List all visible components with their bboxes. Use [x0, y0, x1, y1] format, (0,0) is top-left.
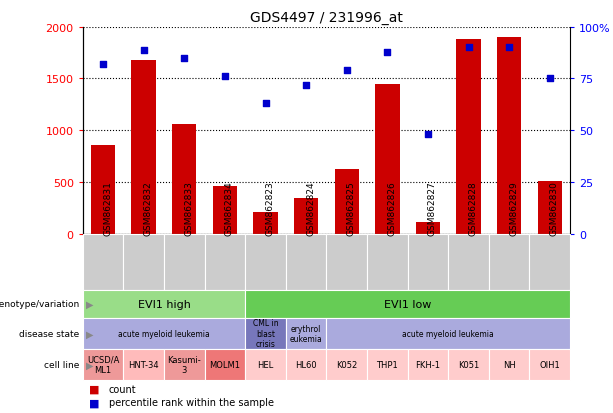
- Point: [504, 45, 514, 52]
- Text: cell line: cell line: [44, 360, 80, 369]
- Point: [342, 68, 352, 74]
- Point: [261, 101, 270, 107]
- Point: [220, 74, 230, 81]
- Text: EVI1 low: EVI1 low: [384, 299, 432, 309]
- Text: CML in
blast
crisis: CML in blast crisis: [253, 319, 278, 348]
- Text: GSM862831: GSM862831: [103, 181, 112, 236]
- Text: count: count: [109, 384, 136, 394]
- Text: ▶: ▶: [86, 328, 93, 339]
- Text: GSM862828: GSM862828: [468, 181, 478, 236]
- Text: GSM862826: GSM862826: [387, 181, 397, 236]
- Text: GSM862824: GSM862824: [306, 181, 315, 236]
- Text: ■: ■: [89, 384, 99, 394]
- Bar: [294, 198, 318, 234]
- Point: [180, 55, 189, 62]
- Point: [98, 62, 108, 68]
- Text: GSM862827: GSM862827: [428, 181, 437, 236]
- Point: [545, 76, 555, 83]
- Point: [301, 82, 311, 89]
- Text: disease state: disease state: [20, 329, 80, 338]
- Text: FKH-1: FKH-1: [416, 360, 441, 369]
- Text: K051: K051: [458, 360, 479, 369]
- Text: HL60: HL60: [295, 360, 317, 369]
- Text: GSM862829: GSM862829: [509, 181, 518, 236]
- Text: genotype/variation: genotype/variation: [0, 299, 80, 309]
- Text: HNT-34: HNT-34: [128, 360, 159, 369]
- Bar: [91, 145, 115, 234]
- Bar: [213, 187, 237, 234]
- Bar: [375, 84, 400, 234]
- Text: acute myeloid leukemia: acute myeloid leukemia: [402, 329, 494, 338]
- Text: GSM862823: GSM862823: [265, 181, 275, 236]
- Text: GSM862830: GSM862830: [550, 181, 559, 236]
- Bar: [132, 61, 156, 234]
- Text: HEL: HEL: [257, 360, 273, 369]
- Text: MOLM1: MOLM1: [210, 360, 240, 369]
- Point: [423, 132, 433, 138]
- Bar: [538, 182, 562, 234]
- Bar: [335, 169, 359, 234]
- Text: THP1: THP1: [376, 360, 398, 369]
- Bar: [457, 40, 481, 234]
- Bar: [253, 212, 278, 234]
- Title: GDS4497 / 231996_at: GDS4497 / 231996_at: [250, 11, 403, 25]
- Text: percentile rank within the sample: percentile rank within the sample: [109, 397, 273, 407]
- Text: GSM862832: GSM862832: [143, 181, 153, 236]
- Bar: [172, 125, 197, 234]
- Text: OIH1: OIH1: [539, 360, 560, 369]
- Bar: [497, 38, 522, 234]
- Text: UCSD/A
ML1: UCSD/A ML1: [87, 355, 120, 374]
- Text: ▶: ▶: [86, 299, 93, 309]
- Bar: [416, 223, 440, 234]
- Text: acute myeloid leukemia: acute myeloid leukemia: [118, 329, 210, 338]
- Text: NH: NH: [503, 360, 516, 369]
- Text: ■: ■: [89, 397, 99, 407]
- Point: [139, 47, 148, 54]
- Text: K052: K052: [336, 360, 357, 369]
- Text: GSM862834: GSM862834: [225, 181, 234, 236]
- Text: erythrol
eukemia: erythrol eukemia: [290, 324, 322, 343]
- Point: [463, 45, 473, 52]
- Point: [383, 49, 392, 56]
- Text: GSM862833: GSM862833: [185, 181, 193, 236]
- Text: EVI1 high: EVI1 high: [137, 299, 191, 309]
- Text: GSM862825: GSM862825: [347, 181, 356, 236]
- Text: Kasumi-
3: Kasumi- 3: [167, 355, 201, 374]
- Text: ▶: ▶: [86, 359, 93, 370]
